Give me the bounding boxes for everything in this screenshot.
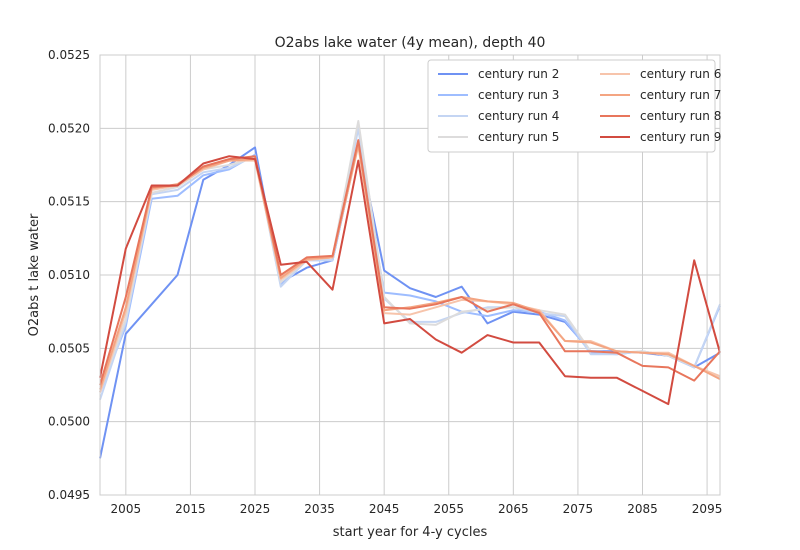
x-tick-label: 2065 [498,502,529,516]
x-tick-label: 2075 [563,502,594,516]
legend-label: century run 5 [478,130,559,144]
x-tick-label: 2085 [627,502,658,516]
series-line-century-run-9 [99,155,721,406]
x-axis-label: start year for 4-y cycles [333,525,488,540]
y-tick-label: 0.0500 [48,415,90,429]
x-tick-label: 2025 [240,502,271,516]
legend-label: century run 2 [478,67,559,81]
series-line-century-run-8 [99,139,721,386]
x-tick-label: 2095 [692,502,723,516]
y-tick-label: 0.0510 [48,268,90,282]
series-line-century-run-7 [99,143,721,390]
y-tick-label: 0.0495 [48,488,90,502]
y-tick-label: 0.0525 [48,48,90,62]
series-line-century-run-4 [99,127,721,401]
x-tick-label: 2045 [369,502,400,516]
series-lines [99,120,721,459]
x-tick-label: 2005 [111,502,142,516]
legend: century run 2 century run 3 century run 4 c… [427,59,721,153]
y-tick-label: 0.0515 [48,195,90,209]
y-axis-label: O2abs t lake water [27,213,42,336]
y-tick-label: 0.0520 [48,121,90,135]
plot-frame [99,54,721,496]
x-tick-label: 2015 [175,502,206,516]
legend-label: century run 3 [478,88,559,102]
x-axis-ticks: 2005 2015 2025 2035 2045 2055 2065 2075 2085 2095 [111,502,723,516]
x-tick-label: 2055 [433,502,464,516]
y-tick-label: 0.0505 [48,341,90,355]
y-axis-ticks: 0.0495 0.0500 0.0505 0.0510 0.0515 0.0520 0.05… [48,48,90,502]
legend-label: century run 7 [640,88,721,102]
legend-label: century run 4 [478,109,559,123]
legend-label: century run 8 [640,109,721,123]
chart-title: O2abs lake water (4y mean), depth 40 [275,35,546,51]
x-tick-label: 2035 [304,502,335,516]
legend-label: century run 6 [640,67,721,81]
legend-label: century run 9 [640,130,721,144]
legend-frame [427,59,716,153]
